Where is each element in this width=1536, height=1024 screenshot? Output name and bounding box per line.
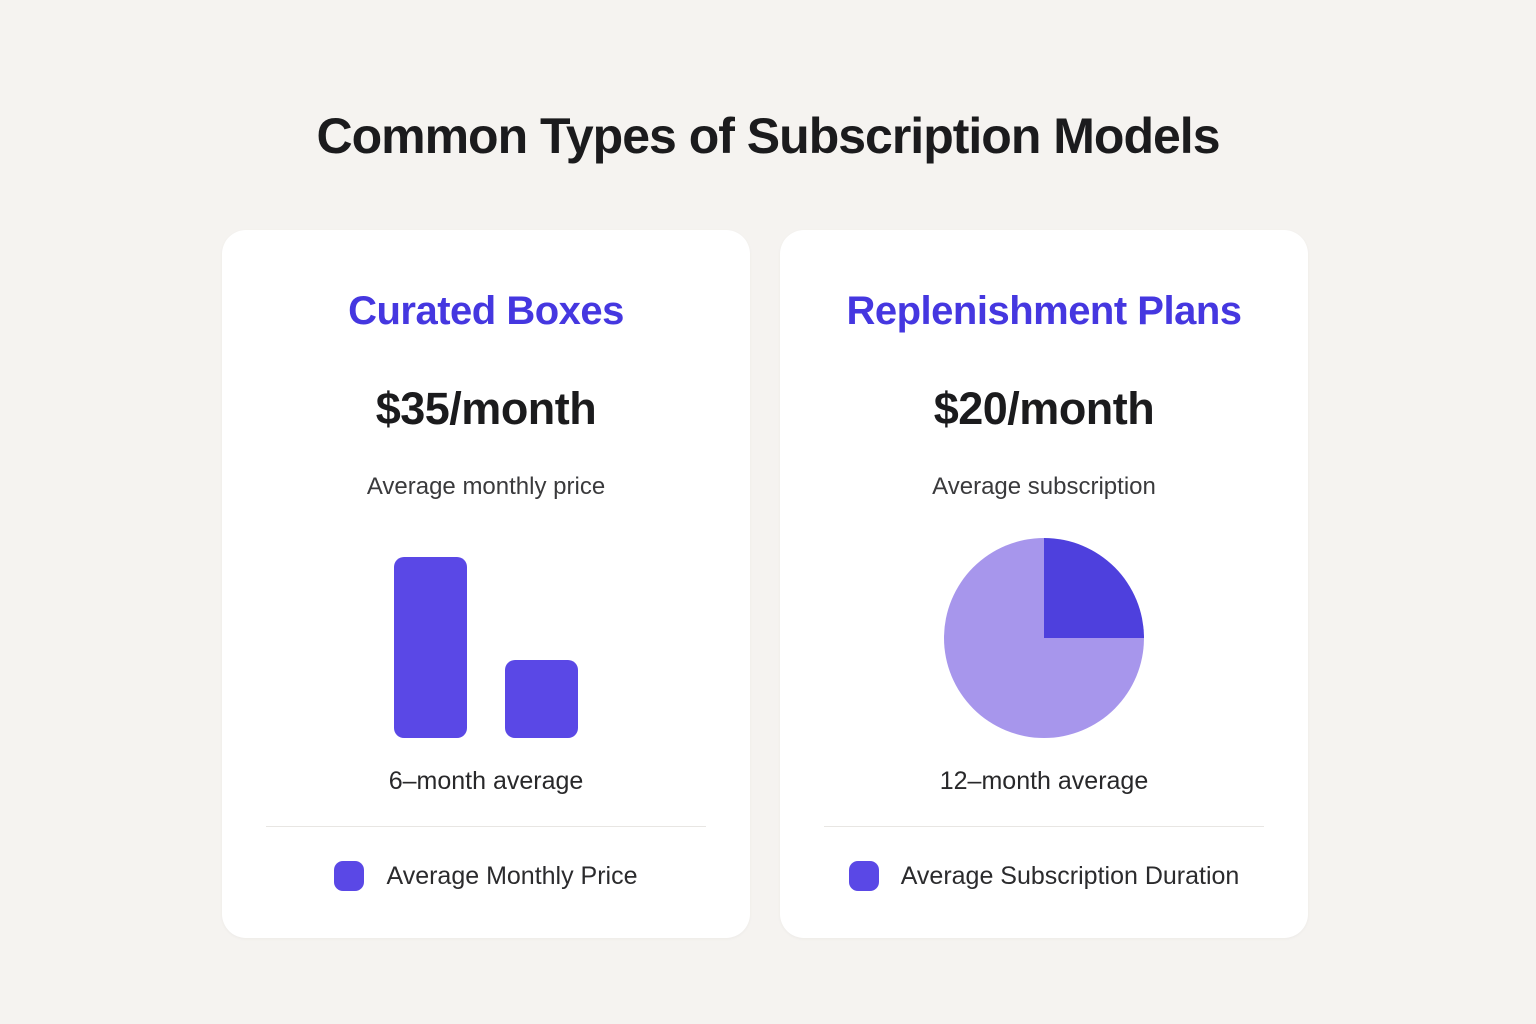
legend-row: Average Monthly Price bbox=[334, 860, 638, 892]
card-curated-boxes: Curated Boxes $35/month Average monthly … bbox=[222, 230, 750, 938]
divider bbox=[824, 826, 1264, 827]
cards-row: Curated Boxes $35/month Average monthly … bbox=[222, 230, 1308, 938]
price-value: $20/month bbox=[933, 383, 1155, 434]
card-heading: Replenishment Plans bbox=[846, 289, 1242, 333]
legend-swatch-icon bbox=[334, 861, 365, 891]
chart-caption: 6–month average bbox=[388, 767, 584, 795]
legend-label: Average Monthly Price bbox=[386, 862, 638, 890]
card-heading: Curated Boxes bbox=[348, 289, 624, 333]
legend-label: Average Subscription Duration bbox=[900, 862, 1240, 890]
price-subtitle: Average monthly price bbox=[366, 473, 606, 500]
card-replenishment-plans: Replenishment Plans $20/month Average su… bbox=[780, 230, 1308, 938]
legend-row: Average Subscription Duration bbox=[848, 860, 1240, 892]
legend-swatch-icon bbox=[848, 861, 879, 891]
bar bbox=[394, 557, 467, 738]
page-title: Common Types of Subscription Models bbox=[316, 108, 1220, 164]
bar-chart bbox=[394, 557, 578, 738]
bar-chart-area bbox=[394, 538, 578, 738]
divider bbox=[266, 826, 706, 827]
pie-chart-area bbox=[944, 538, 1144, 738]
chart-caption: 12–month average bbox=[939, 767, 1149, 795]
pie-chart bbox=[944, 538, 1144, 738]
price-value: $35/month bbox=[375, 383, 597, 434]
bar bbox=[505, 660, 578, 738]
price-subtitle: Average subscription bbox=[932, 473, 1156, 500]
